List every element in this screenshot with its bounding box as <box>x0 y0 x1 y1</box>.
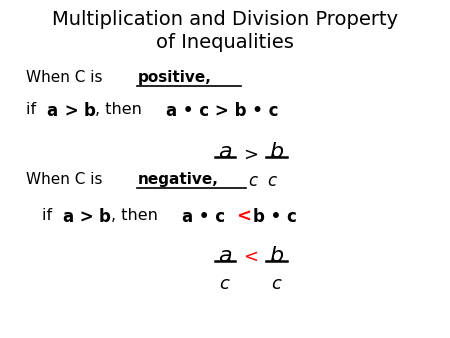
Text: if: if <box>42 208 57 222</box>
Text: negative,: negative, <box>138 172 219 187</box>
Text: $c$: $c$ <box>267 172 278 190</box>
Text: of Inequalities: of Inequalities <box>156 33 294 52</box>
Text: if: if <box>26 102 41 117</box>
Text: >: > <box>74 208 100 225</box>
Text: positive,: positive, <box>138 70 212 85</box>
Text: b: b <box>99 208 111 225</box>
Text: $c$: $c$ <box>219 274 231 293</box>
Text: >: > <box>58 102 84 120</box>
Text: When C is: When C is <box>26 70 108 85</box>
Text: b: b <box>83 102 95 120</box>
Text: <: < <box>236 208 251 225</box>
Text: Multiplication and Division Property: Multiplication and Division Property <box>52 10 398 29</box>
Text: a • c > b • c: a • c > b • c <box>166 102 279 120</box>
Text: a: a <box>62 208 73 225</box>
Text: $a$: $a$ <box>218 246 232 266</box>
Text: a: a <box>46 102 57 120</box>
Text: $c$: $c$ <box>270 274 282 293</box>
Text: , then: , then <box>111 208 163 222</box>
Text: , then: , then <box>95 102 147 117</box>
Text: $<$: $<$ <box>240 248 259 266</box>
Text: a • c: a • c <box>182 208 225 225</box>
Text: When C is: When C is <box>26 172 108 187</box>
Text: $a$: $a$ <box>218 142 232 162</box>
Text: $c$: $c$ <box>248 172 259 190</box>
Text: $b$: $b$ <box>269 142 284 162</box>
Text: b • c: b • c <box>253 208 297 225</box>
Text: $b$: $b$ <box>269 246 284 266</box>
Text: $>$: $>$ <box>240 146 259 164</box>
